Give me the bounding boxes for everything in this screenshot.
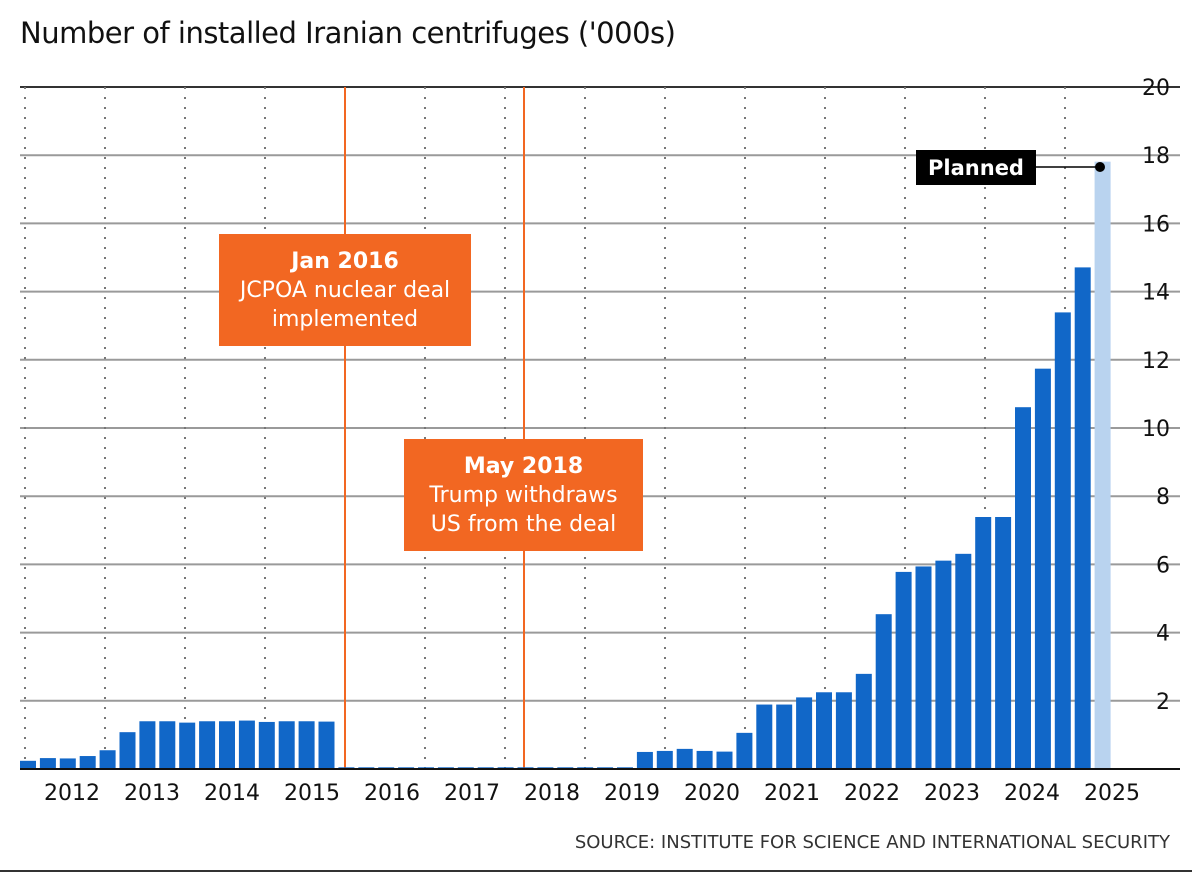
bar	[855, 673, 872, 769]
y-tick-label: 14	[1142, 281, 1170, 306]
bar	[796, 697, 813, 769]
bar	[1034, 368, 1051, 769]
y-tick-label: 18	[1142, 144, 1170, 169]
bar	[776, 704, 793, 769]
bar	[955, 553, 972, 769]
bar	[20, 760, 36, 769]
bar	[139, 721, 156, 769]
bar	[636, 751, 653, 769]
x-tick-label: 2015	[284, 781, 340, 806]
x-tick-label: 2019	[604, 781, 660, 806]
annotation-jcpoa: Jan 2016 JCPOA nuclear deal implemented	[219, 234, 471, 346]
x-tick-label: 2021	[764, 781, 820, 806]
bar	[1015, 407, 1031, 769]
bar	[119, 732, 136, 769]
annotation-jcpoa-title: Jan 2016	[291, 248, 399, 274]
bar	[995, 517, 1012, 769]
bar	[935, 560, 952, 769]
bar	[298, 721, 315, 769]
source-note: SOURCE: INSTITUTE FOR SCIENCE AND INTERN…	[574, 832, 1170, 853]
y-tick-label: 6	[1156, 553, 1170, 578]
bar	[1074, 267, 1091, 769]
bar-planned	[1094, 161, 1111, 769]
x-tick-label: 2017	[444, 781, 500, 806]
bar	[756, 704, 773, 769]
bar	[875, 614, 892, 769]
x-tick-label: 2020	[684, 781, 740, 806]
bar	[816, 692, 832, 769]
bar	[915, 566, 932, 769]
bar	[895, 571, 912, 769]
annotation-withdrawal-line1: Trump withdraws	[429, 482, 618, 508]
x-tick-label: 2012	[44, 781, 100, 806]
chart-title: Number of installed Iranian centrifuges …	[20, 16, 676, 50]
planned-label: Planned	[916, 150, 1036, 185]
bar	[278, 721, 295, 769]
bar	[676, 748, 693, 769]
y-tick-label: 10	[1142, 417, 1170, 442]
x-tick-label: 2024	[1004, 781, 1060, 806]
annotation-jcpoa-line1: JCPOA nuclear deal	[239, 277, 451, 303]
bar	[159, 721, 176, 769]
bar	[1054, 312, 1071, 769]
bar	[99, 750, 116, 769]
x-tick-label: 2025	[1084, 781, 1140, 806]
bar	[318, 721, 335, 769]
bar	[59, 758, 76, 769]
y-tick-label: 2	[1156, 690, 1170, 715]
bar	[975, 517, 992, 769]
y-tick-label: 16	[1142, 212, 1170, 237]
x-tick-label: 2018	[524, 781, 580, 806]
annotation-withdrawal-title: May 2018	[463, 453, 584, 479]
y-tick-label: 8	[1156, 485, 1170, 510]
bar	[736, 732, 753, 769]
annotation-jcpoa-line2: implemented	[271, 306, 419, 332]
x-tick-label: 2023	[924, 781, 980, 806]
bar	[199, 721, 216, 769]
bar	[258, 721, 275, 769]
annotation-withdrawal-line2: US from the deal	[430, 511, 617, 537]
bar	[656, 750, 673, 769]
bar	[696, 750, 713, 769]
x-tick-label: 2013	[124, 781, 180, 806]
x-tick-label: 2014	[204, 781, 260, 806]
y-tick-label: 20	[1142, 76, 1170, 101]
x-tick-label: 2022	[844, 781, 900, 806]
bar	[835, 692, 852, 769]
bar	[219, 721, 235, 769]
planned-leader-dot	[1095, 162, 1105, 172]
y-tick-label: 4	[1156, 622, 1170, 647]
annotation-withdrawal: May 2018 Trump withdraws US from the dea…	[404, 439, 643, 551]
x-tick-label: 2016	[364, 781, 420, 806]
bar	[79, 756, 96, 769]
bar	[716, 751, 733, 769]
bar	[179, 722, 196, 769]
y-tick-label: 12	[1142, 349, 1170, 374]
bar	[39, 758, 56, 769]
bar	[238, 720, 255, 769]
